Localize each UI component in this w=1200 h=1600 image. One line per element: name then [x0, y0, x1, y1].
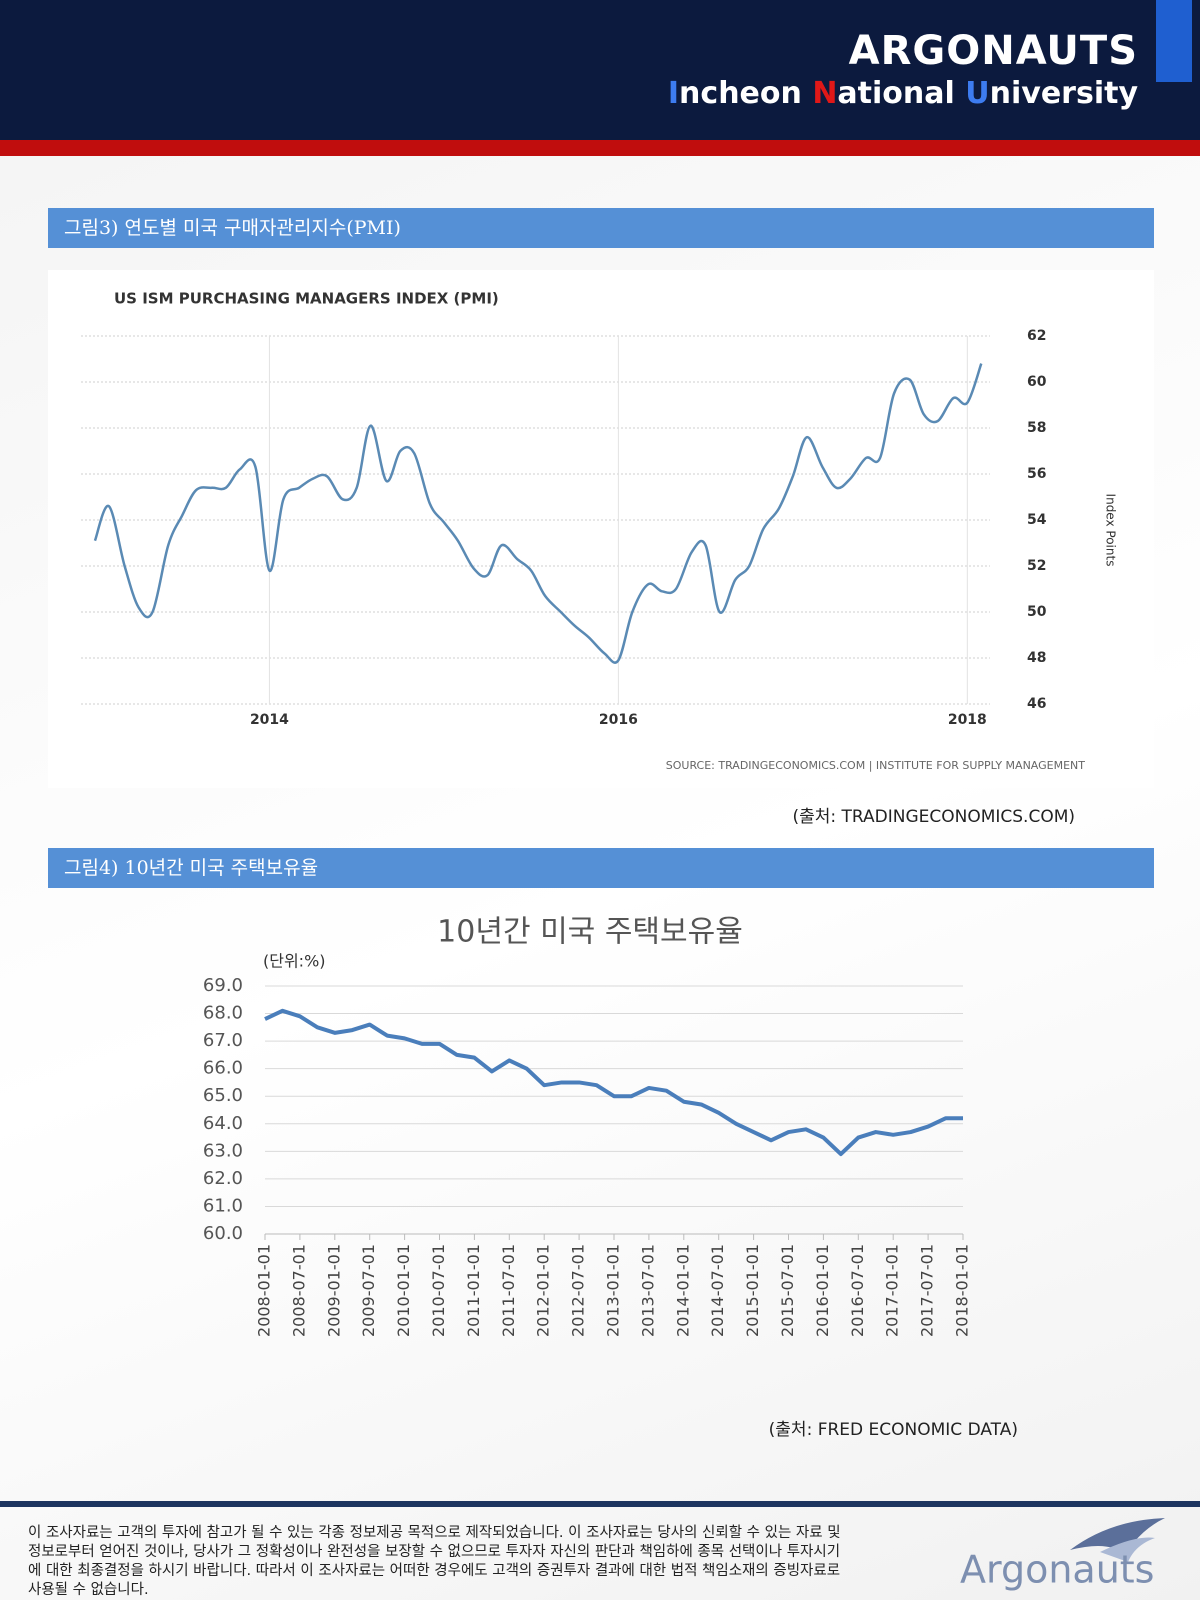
x-tick-label: 2014-07-01 — [708, 1244, 727, 1337]
x-tick-label: 2010-07-01 — [429, 1244, 448, 1337]
footer-rule — [0, 1501, 1200, 1507]
y-tick-label: 65.0 — [203, 1085, 243, 1106]
university: Incheon National University — [668, 76, 1138, 111]
x-tick-label: 2009-07-01 — [359, 1244, 378, 1337]
x-tick-label: 2012-07-01 — [569, 1244, 588, 1337]
y-tick-label: 46 — [1027, 696, 1046, 712]
word: niversity — [989, 76, 1138, 111]
y-tick-label: 62 — [1027, 328, 1046, 344]
x-tick-label: 2014-01-01 — [673, 1244, 692, 1337]
y-tick-label: 60 — [1027, 374, 1047, 390]
x-tick-label: 2008-01-01 — [255, 1244, 274, 1337]
y-tick-label: 67.0 — [203, 1030, 243, 1051]
word: ncheon — [679, 76, 802, 111]
disclaimer-line: 정보로부터 얻어진 것이나, 당사가 그 정확성이나 완전성을 보장할 수 없으… — [28, 1544, 841, 1560]
y-tick-label: 48 — [1027, 650, 1046, 666]
disclaimer-line: 이 조사자료는 고객의 투자에 참고가 될 수 있는 각종 정보제공 목적으로 … — [28, 1525, 841, 1541]
x-tick-label: 2010-01-01 — [394, 1244, 413, 1337]
x-tick-label: 2017-01-01 — [883, 1244, 902, 1337]
y-tick-label: 52 — [1027, 558, 1046, 574]
logo-swoosh — [1070, 1518, 1165, 1555]
x-tick-label: 2012-01-01 — [534, 1244, 553, 1337]
chart: 10년간 미국 주택보유율 (단위:%) 60.0 61.0 62.0 63.0 64.… — [203, 915, 972, 1337]
word: ational — [837, 76, 955, 111]
y-tick-label: 60.0 — [203, 1223, 243, 1244]
brand: ARGONAUTS — [848, 28, 1138, 74]
x-tick-label: 2015-01-01 — [743, 1244, 762, 1337]
y-tick-label: 61.0 — [203, 1195, 243, 1216]
y-tick-label: 54 — [1027, 512, 1047, 528]
header-accent — [1156, 0, 1192, 82]
chart: US ISM PURCHASING MANAGERS INDEX (PMI) I… — [81, 290, 1118, 772]
y-tick-label: 58 — [1027, 420, 1046, 436]
logo: Argonauts — [960, 1518, 1165, 1592]
chart-title: 10년간 미국 주택보유율 — [437, 915, 743, 950]
caption: (출처: FRED ECONOMIC DATA) — [768, 1420, 1018, 1440]
disclaimer: 이 조사자료는 고객의 투자에 참고가 될 수 있는 각종 정보제공 목적으로 … — [28, 1524, 841, 1600]
section-heading: 그림4) 10년간 미국 주택보유율 — [48, 848, 1154, 888]
chart-panel: US ISM PURCHASING MANAGERS INDEX (PMI) I… — [48, 270, 1154, 788]
initial: I — [667, 76, 680, 111]
x-tick-label: 2013-01-01 — [604, 1244, 623, 1337]
x-tick-label: 2015-07-01 — [778, 1244, 797, 1337]
section-heading: 그림3) 연도별 미국 구매자관리지수(PMI) — [48, 208, 1154, 248]
x-tick-label: 2008-07-01 — [289, 1244, 308, 1337]
y-tick-label: 69.0 — [203, 975, 243, 996]
line-series — [264, 1008, 963, 1157]
x-tick-label: 2014 — [250, 712, 289, 728]
chart-title: US ISM PURCHASING MANAGERS INDEX (PMI) — [114, 290, 499, 308]
logo-text: Argonauts — [960, 1548, 1154, 1592]
y-tick-label: 68.0 — [203, 1003, 243, 1024]
caption: (출처: TRADINGECONOMICS.COM) — [792, 807, 1075, 827]
y-tick-label: 56 — [1027, 466, 1046, 482]
x-tick-label: 2011-07-01 — [499, 1244, 518, 1337]
x-tick-label: 2011-01-01 — [464, 1244, 483, 1337]
initial: N — [812, 76, 838, 111]
disclaimer-line: 사용될 수 없습니다. — [28, 1582, 149, 1598]
header-band — [0, 0, 1200, 140]
x-tick-label: 2016-07-01 — [848, 1244, 867, 1337]
y-axis-label: Index Points — [1104, 494, 1118, 567]
header-stripe — [0, 140, 1200, 156]
logo-swoosh — [1100, 1537, 1155, 1562]
y-tick-label: 50 — [1027, 604, 1047, 620]
y-tick-label: 63.0 — [203, 1140, 243, 1161]
x-tick-label: 2009-01-01 — [324, 1244, 343, 1337]
x-tick-label: 2016 — [599, 712, 638, 728]
x-tick-label: 2018-01-01 — [953, 1244, 972, 1337]
y-tick-label: 66.0 — [203, 1058, 243, 1079]
x-tick-label: 2018 — [948, 712, 987, 728]
source: SOURCE: TRADINGECONOMICS.COM | INSTITUTE… — [666, 759, 1086, 772]
x-tick-label: 2013-07-01 — [638, 1244, 657, 1337]
y-tick-label: 64.0 — [203, 1113, 243, 1134]
unit-label: (단위:%) — [263, 952, 326, 971]
x-tick-label: 2016-01-01 — [813, 1244, 832, 1337]
disclaimer-line: 에 대한 최종결정을 하시기 바랍니다. 따라서 이 조사자료는 어떠한 경우에… — [28, 1563, 841, 1579]
line-series — [93, 363, 983, 664]
initial: U — [965, 76, 990, 111]
x-tick-label: 2017-07-01 — [918, 1244, 937, 1337]
y-tick-label: 62.0 — [203, 1168, 243, 1189]
